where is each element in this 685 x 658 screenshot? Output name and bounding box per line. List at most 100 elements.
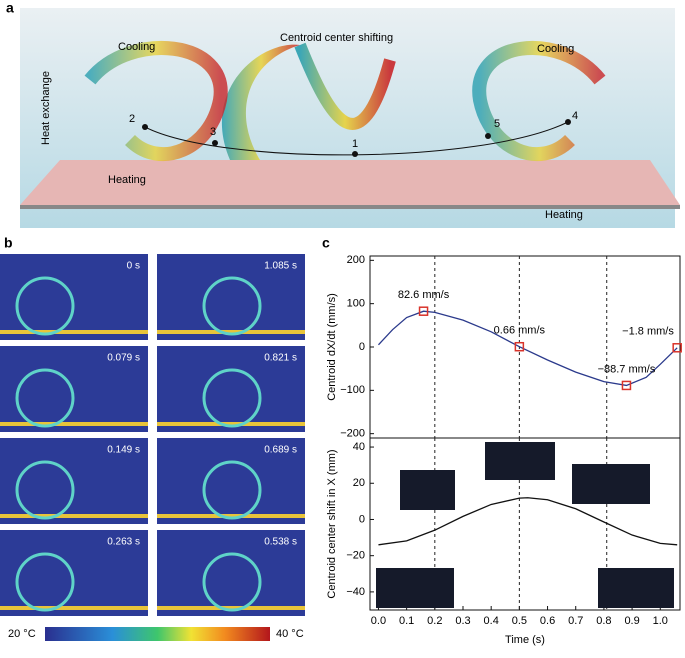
point bbox=[485, 133, 491, 139]
strip bbox=[294, 42, 396, 130]
strip-outline bbox=[202, 368, 262, 428]
value-label: 0.66 mm/s bbox=[494, 325, 546, 337]
x-tick-label: 0.5 bbox=[512, 615, 527, 627]
x-tick-label: 0.0 bbox=[371, 615, 386, 627]
hot-surface bbox=[0, 606, 148, 610]
strip-outline bbox=[15, 460, 75, 520]
time-label: 0.263 s bbox=[107, 537, 140, 548]
time-label: 0 s bbox=[127, 261, 140, 272]
y-axis-label: Centroid dX/dt (mm/s) bbox=[326, 293, 338, 401]
hot-surface bbox=[0, 514, 148, 518]
point-label: 4 bbox=[572, 110, 578, 122]
strip bbox=[472, 41, 606, 162]
colorbar bbox=[45, 627, 270, 641]
strip bbox=[84, 40, 228, 162]
strip-outline bbox=[15, 368, 75, 428]
time-label: 1.085 s bbox=[264, 261, 297, 272]
value-label: −1.8 mm/s bbox=[622, 326, 674, 338]
cooling-label: Cooling bbox=[537, 43, 574, 55]
point bbox=[352, 151, 358, 157]
thermal-images: 0 s 1.085 s 0.079 s 0.821 s 0.149 s 0.689 s 0.… bbox=[0, 254, 305, 616]
x-tick-label: 0.1 bbox=[399, 615, 414, 627]
marker bbox=[514, 341, 525, 352]
point-label: 2 bbox=[129, 113, 135, 125]
point bbox=[565, 119, 571, 125]
strip-outline bbox=[202, 552, 262, 612]
time-label: 0.538 s bbox=[264, 537, 297, 548]
y-tick-label: 40 bbox=[353, 441, 365, 453]
marker bbox=[418, 306, 429, 316]
strip-outline bbox=[15, 276, 75, 336]
heating-label: Heating bbox=[545, 209, 583, 221]
x-tick-label: 0.2 bbox=[427, 615, 442, 627]
hot-surface bbox=[0, 330, 148, 334]
x-tick-label: 0.6 bbox=[540, 615, 555, 627]
point-label: 3 bbox=[210, 126, 216, 138]
inset-image bbox=[376, 568, 454, 608]
point bbox=[142, 124, 148, 130]
hot-surface bbox=[157, 606, 305, 610]
platform bbox=[20, 160, 680, 205]
inset-image bbox=[485, 442, 555, 480]
strip-outline bbox=[202, 276, 262, 336]
platform-edge bbox=[20, 205, 680, 209]
y-tick-label: 100 bbox=[347, 298, 365, 310]
inset-image bbox=[598, 568, 674, 608]
thermal-frame bbox=[157, 438, 305, 524]
x-tick-label: 0.3 bbox=[455, 615, 470, 627]
data-line bbox=[378, 497, 678, 546]
y-tick-label: −200 bbox=[340, 428, 365, 440]
y-axis-label: Centroid center shift in X (mm) bbox=[326, 449, 338, 598]
y-tick-label: −20 bbox=[346, 550, 365, 562]
thermal-frame bbox=[157, 530, 305, 616]
value-label: −88.7 mm/s bbox=[598, 363, 656, 375]
time-label: 0.079 s bbox=[107, 353, 140, 364]
y-tick-label: 0 bbox=[359, 341, 365, 353]
x-tick-label: 0.7 bbox=[568, 615, 583, 627]
thermal-frame bbox=[157, 346, 305, 432]
panel-label: a bbox=[6, 0, 14, 16]
hot-surface bbox=[157, 514, 305, 518]
data-line bbox=[377, 310, 678, 387]
x-tick-label: 0.4 bbox=[484, 615, 499, 627]
time-label: 0.821 s bbox=[264, 353, 297, 364]
inset-image bbox=[572, 464, 650, 504]
marker bbox=[672, 343, 682, 353]
x-tick-label: 1.0 bbox=[653, 615, 668, 627]
charts: −200 −100 0 100 200 Centroid dX/dt (mm/s) 82.6… bbox=[326, 254, 682, 646]
y-tick-label: −40 bbox=[346, 586, 365, 598]
heating-label: Heating bbox=[108, 174, 146, 186]
hot-surface bbox=[157, 330, 305, 334]
x-tick-label: 0.8 bbox=[596, 615, 611, 627]
diagram-title: Centroid center shifting bbox=[280, 32, 393, 44]
y-tick-label: −100 bbox=[340, 384, 365, 396]
colorbar-label: 20 °C bbox=[8, 628, 36, 640]
panel-label: b bbox=[4, 235, 13, 251]
strip-outline bbox=[15, 552, 75, 612]
inset-image bbox=[400, 470, 455, 510]
panel-label: c bbox=[322, 235, 330, 251]
plot-frame bbox=[369, 437, 681, 611]
x-axis-label: Time (s) bbox=[505, 634, 545, 646]
point bbox=[212, 140, 218, 146]
thermal-frame bbox=[157, 254, 305, 340]
strip bbox=[221, 44, 300, 160]
side-label: Heat exchange bbox=[40, 71, 52, 145]
y-tick-label: 200 bbox=[347, 254, 365, 266]
point-label: 1 bbox=[352, 138, 358, 150]
colorbar-label: 40 °C bbox=[276, 628, 304, 640]
trajectory bbox=[144, 121, 569, 156]
strip-outline bbox=[202, 460, 262, 520]
y-tick-label: 20 bbox=[353, 477, 365, 489]
x-tick-label: 0.9 bbox=[624, 615, 639, 627]
point-label: 5 bbox=[494, 118, 500, 130]
time-label: 0.149 s bbox=[107, 445, 140, 456]
plot-frame bbox=[369, 255, 681, 439]
hot-surface bbox=[157, 422, 305, 426]
cooling-label: Cooling bbox=[118, 41, 155, 53]
value-label: 82.6 mm/s bbox=[398, 289, 450, 301]
time-label: 0.689 s bbox=[264, 445, 297, 456]
marker bbox=[621, 380, 632, 391]
hot-surface bbox=[0, 422, 148, 426]
